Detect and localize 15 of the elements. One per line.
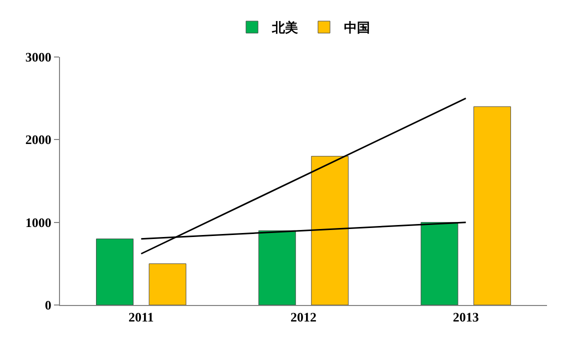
bar — [258, 230, 296, 305]
x-tick-label: 2013 — [452, 310, 480, 325]
bar — [474, 106, 511, 305]
legend-label: 北美 — [271, 20, 298, 36]
y-tick-label: 3000 — [25, 50, 52, 65]
y-tick-label: 0 — [44, 298, 52, 313]
bar — [420, 222, 458, 305]
y-tick-label: 1000 — [25, 214, 52, 230]
y-tick-label: 2000 — [25, 132, 52, 148]
x-tick-label: 2011 — [128, 310, 154, 325]
bar — [311, 156, 349, 305]
bar — [148, 263, 186, 305]
x-tick-label: 2012 — [290, 310, 316, 325]
legend-label: 中国 — [344, 20, 370, 36]
bar — [96, 238, 134, 305]
